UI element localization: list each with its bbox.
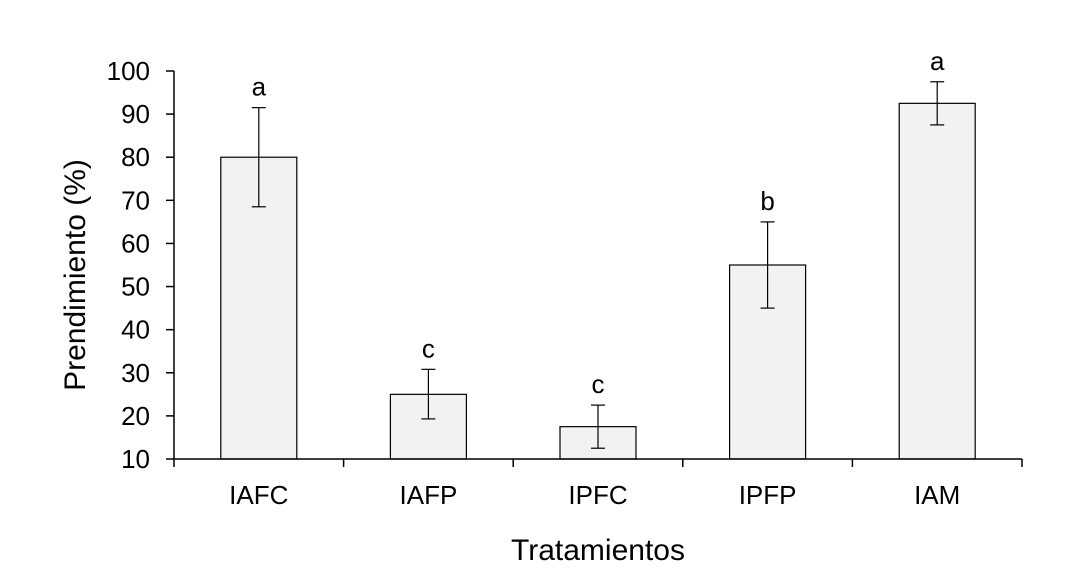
bar-iafc <box>220 156 298 460</box>
significance-labels-group: a c c b a <box>252 46 945 399</box>
bars-group <box>220 102 976 460</box>
x-tick-label-iam: IAM <box>914 480 960 510</box>
x-ticks-group: IAFC IAFP IPFC IPFP IAM <box>173 459 1023 510</box>
significance-label-ipfp: b <box>760 186 774 216</box>
x-tick-label-ipfp: IPFP <box>739 480 797 510</box>
y-tick-label-80: 80 <box>121 142 150 172</box>
x-axis-title: Tratamientos <box>511 534 685 567</box>
error-bars-group <box>251 81 945 449</box>
x-tick-label-ipfc: IPFC <box>568 480 627 510</box>
axes-group <box>173 71 1022 460</box>
y-tick-label-20: 20 <box>121 401 150 431</box>
x-tick-label-iafp: IAFP <box>400 480 458 510</box>
y-tick-label-60: 60 <box>121 228 150 258</box>
bar-iam <box>898 102 976 460</box>
y-tick-label-50: 50 <box>121 272 150 302</box>
y-tick-label-100: 100 <box>107 56 150 86</box>
y-tick-label-70: 70 <box>121 185 150 215</box>
y-tick-label-40: 40 <box>121 315 150 345</box>
y-tick-label-10: 10 <box>121 444 150 474</box>
x-tick-label-iafc: IAFC <box>229 480 288 510</box>
significance-label-iafc: a <box>252 72 267 102</box>
y-tick-label-90: 90 <box>121 99 150 129</box>
significance-label-iam: a <box>930 46 945 76</box>
y-ticks-group: 10 20 30 40 50 60 70 80 90 100 <box>107 56 174 474</box>
y-axis-title: Prendimiento (%) <box>59 159 92 391</box>
y-tick-label-30: 30 <box>121 358 150 388</box>
significance-label-iafp: c <box>422 333 435 363</box>
significance-label-ipfc: c <box>592 369 605 399</box>
